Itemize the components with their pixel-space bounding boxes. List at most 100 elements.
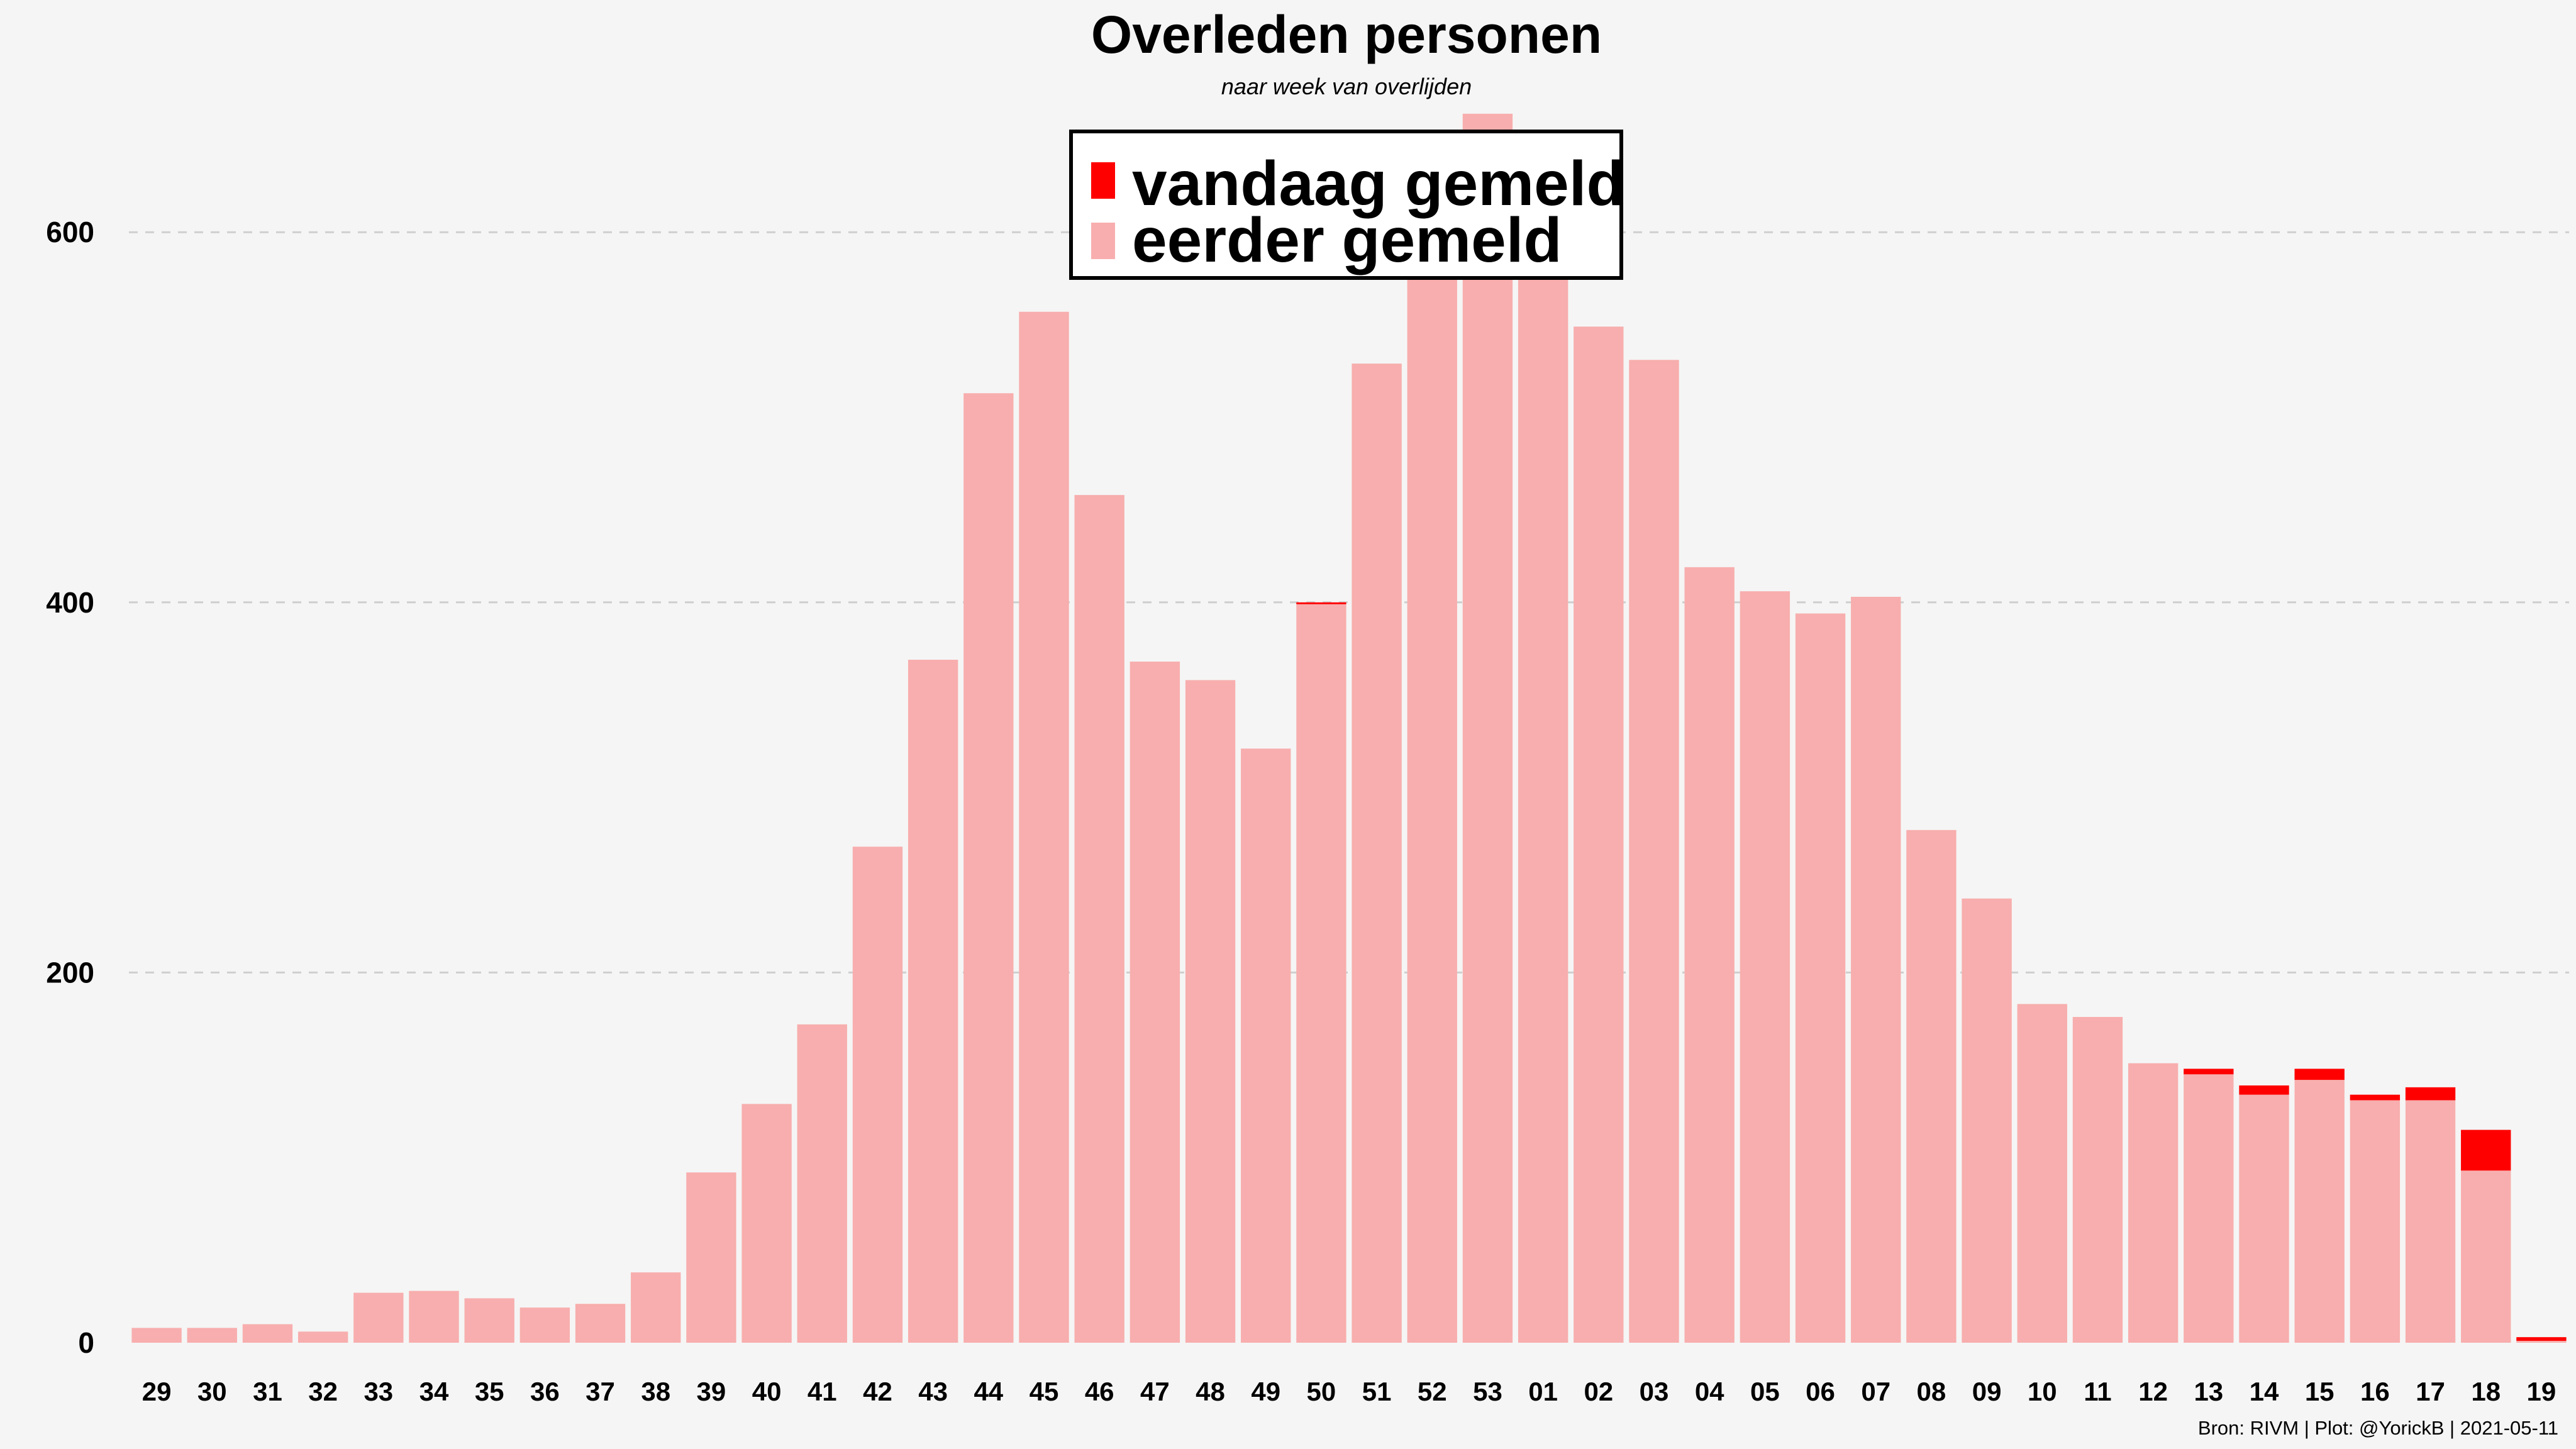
bar-eerder-47 bbox=[1130, 661, 1180, 1343]
bar-eerder-45 bbox=[1019, 311, 1069, 1343]
x-tick-08: 08 bbox=[1917, 1377, 1946, 1406]
bar-eerder-49 bbox=[1241, 748, 1291, 1343]
x-tick-41: 41 bbox=[808, 1377, 837, 1406]
x-tick-33: 33 bbox=[364, 1377, 393, 1406]
bar-eerder-43 bbox=[908, 660, 958, 1343]
bar-eerder-05 bbox=[1740, 591, 1790, 1343]
y-tick-200: 200 bbox=[46, 956, 94, 989]
bar-eerder-35 bbox=[464, 1298, 514, 1343]
bar-eerder-16 bbox=[2350, 1100, 2401, 1343]
legend: vandaag gemeld eerder gemeld bbox=[1069, 130, 1625, 280]
bar-eerder-11 bbox=[2072, 1017, 2123, 1343]
legend-swatch-vandaag bbox=[1091, 162, 1115, 199]
bar-eerder-44 bbox=[963, 393, 1014, 1343]
x-tick-44: 44 bbox=[974, 1377, 1003, 1406]
bar-eerder-29 bbox=[131, 1328, 182, 1343]
caption: Bron: RIVM | Plot: @YorickB | 2021-05-11 bbox=[2198, 1417, 2558, 1439]
x-tick-12: 12 bbox=[2138, 1377, 2168, 1406]
x-axis: 29 30 31 32 33 34 35 36 37 38 39 40 41 42 43 44 45 46 47 48… bbox=[142, 1377, 2557, 1406]
bar-eerder-01 bbox=[1518, 232, 1568, 1343]
chart-title: Overleden personen bbox=[1091, 5, 1602, 64]
x-tick-32: 32 bbox=[308, 1377, 338, 1406]
x-tick-18: 18 bbox=[2471, 1377, 2501, 1406]
bar-eerder-48 bbox=[1185, 680, 1236, 1343]
x-tick-04: 04 bbox=[1695, 1377, 1724, 1406]
x-tick-16: 16 bbox=[2360, 1377, 2390, 1406]
x-tick-09: 09 bbox=[1972, 1377, 2002, 1406]
y-axis: 0 200 400 600 bbox=[46, 216, 94, 1359]
bar-eerder-17 bbox=[2405, 1100, 2456, 1343]
bar-eerder-51 bbox=[1352, 364, 1402, 1343]
bar-eerder-34 bbox=[409, 1291, 459, 1343]
x-tick-03: 03 bbox=[1640, 1377, 1669, 1406]
bar-vandaag-16 bbox=[2350, 1094, 2401, 1101]
bar-eerder-33 bbox=[353, 1292, 404, 1343]
bar-vandaag-50 bbox=[1296, 602, 1346, 604]
x-tick-37: 37 bbox=[586, 1377, 615, 1406]
x-tick-15: 15 bbox=[2305, 1377, 2334, 1406]
legend-label-eerder: eerder gemeld bbox=[1132, 205, 1562, 275]
x-tick-05: 05 bbox=[1750, 1377, 1780, 1406]
x-tick-07: 07 bbox=[1861, 1377, 1890, 1406]
x-tick-02: 02 bbox=[1584, 1377, 1613, 1406]
x-tick-45: 45 bbox=[1030, 1377, 1059, 1406]
y-tick-0: 0 bbox=[78, 1326, 94, 1359]
gridlines bbox=[129, 231, 2569, 974]
x-tick-29: 29 bbox=[142, 1377, 172, 1406]
x-tick-48: 48 bbox=[1196, 1377, 1225, 1406]
bar-eerder-09 bbox=[1962, 898, 2012, 1343]
x-tick-50: 50 bbox=[1307, 1377, 1336, 1406]
x-tick-11: 11 bbox=[2084, 1377, 2111, 1406]
x-tick-39: 39 bbox=[697, 1377, 726, 1406]
x-tick-06: 06 bbox=[1806, 1377, 1835, 1406]
bar-eerder-37 bbox=[575, 1304, 626, 1343]
x-tick-46: 46 bbox=[1085, 1377, 1114, 1406]
bar-eerder-40 bbox=[741, 1104, 792, 1343]
x-tick-42: 42 bbox=[863, 1377, 892, 1406]
x-tick-53: 53 bbox=[1473, 1377, 1502, 1406]
x-tick-52: 52 bbox=[1418, 1377, 1447, 1406]
x-tick-40: 40 bbox=[752, 1377, 782, 1406]
x-tick-10: 10 bbox=[2028, 1377, 2057, 1406]
bar-eerder-04 bbox=[1684, 567, 1735, 1343]
x-tick-17: 17 bbox=[2416, 1377, 2445, 1406]
x-tick-14: 14 bbox=[2250, 1377, 2279, 1406]
bar-vandaag-15 bbox=[2294, 1069, 2345, 1080]
x-tick-38: 38 bbox=[641, 1377, 670, 1406]
x-tick-31: 31 bbox=[253, 1377, 282, 1406]
bar-eerder-19 bbox=[2516, 1341, 2567, 1343]
bar-vandaag-18 bbox=[2461, 1130, 2511, 1171]
x-tick-47: 47 bbox=[1140, 1377, 1170, 1406]
x-tick-49: 49 bbox=[1251, 1377, 1280, 1406]
bar-eerder-53 bbox=[1462, 113, 1513, 1343]
bars bbox=[131, 113, 2567, 1343]
bar-eerder-13 bbox=[2184, 1074, 2234, 1343]
x-tick-13: 13 bbox=[2194, 1377, 2223, 1406]
bar-eerder-36 bbox=[519, 1307, 570, 1343]
legend-swatch-eerder bbox=[1091, 223, 1115, 259]
bar-vandaag-17 bbox=[2405, 1087, 2456, 1101]
bar-eerder-14 bbox=[2239, 1094, 2289, 1343]
y-tick-400: 400 bbox=[46, 586, 94, 619]
bar-eerder-39 bbox=[686, 1172, 736, 1343]
bar-vandaag-13 bbox=[2184, 1069, 2234, 1075]
bar-eerder-50 bbox=[1296, 604, 1346, 1343]
bar-vandaag-14 bbox=[2239, 1085, 2289, 1095]
bar-eerder-18 bbox=[2461, 1170, 2511, 1343]
bar-eerder-07 bbox=[1851, 596, 1901, 1343]
bar-eerder-31 bbox=[242, 1324, 293, 1343]
legend-label-vandaag: vandaag gemeld bbox=[1132, 148, 1625, 219]
chart-subtitle: naar week van overlijden bbox=[1221, 74, 1472, 99]
x-tick-35: 35 bbox=[475, 1377, 504, 1406]
bar-eerder-15 bbox=[2294, 1080, 2345, 1343]
bar-eerder-06 bbox=[1795, 613, 1846, 1343]
x-tick-36: 36 bbox=[530, 1377, 560, 1406]
x-tick-01: 01 bbox=[1528, 1377, 1558, 1406]
bar-vandaag-19 bbox=[2516, 1337, 2567, 1341]
bar-eerder-38 bbox=[631, 1272, 681, 1343]
legend-box bbox=[1069, 130, 1623, 280]
bar-eerder-10 bbox=[2017, 1004, 2067, 1343]
x-tick-34: 34 bbox=[419, 1377, 449, 1406]
bar-eerder-42 bbox=[852, 847, 903, 1343]
